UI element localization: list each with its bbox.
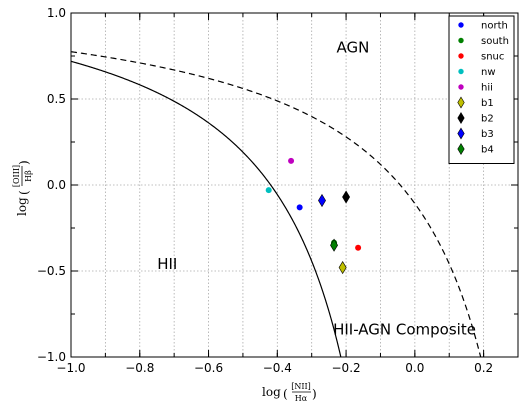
point-hii (288, 157, 295, 164)
x-axis-label-prefix: log (262, 385, 281, 399)
point-snuc (355, 244, 362, 251)
legend-label-b3: b3 (481, 129, 494, 140)
y-tick-label: 0.5 (47, 92, 66, 106)
legend-marker-b4 (457, 143, 465, 155)
kewley-curve (71, 51, 482, 357)
legend-marker-hii (458, 84, 464, 90)
demarcation-curves (71, 51, 482, 357)
legend-label-b1: b1 (481, 98, 494, 109)
y-axis-label: log ( [OIII] Hβ ) (12, 160, 33, 216)
legend-label-north: north (481, 21, 508, 32)
legend-label-b4: b4 (481, 145, 494, 156)
legend-marker-nw (458, 68, 464, 75)
kauffmann-curve (71, 60, 342, 357)
axis-ticks: −1.0 −0.8 −0.6 −0.4 −0.2 0.0 0.2 −1.0 −0.5 0.0 0.5… (37, 6, 519, 375)
legend-label-b2: b2 (481, 114, 494, 125)
y-tick-label: 0.0 (47, 178, 66, 192)
legend-label-south: south (481, 36, 509, 47)
legend-marker-b1 (457, 96, 465, 109)
legend-label-nw: nw (481, 67, 496, 78)
x-tick-label: −1.0 (56, 361, 85, 375)
legend-entry-snuc: snuc (458, 52, 504, 63)
x-tick-label: −0.8 (125, 361, 154, 375)
legend-marker-north (458, 22, 464, 28)
legend-entry-b4: b4 (457, 143, 494, 156)
x-tick-label: 0.2 (474, 361, 493, 375)
legend-entry-b2: b2 (457, 112, 494, 125)
region-label: HII-AGN Composite (333, 320, 476, 338)
x-axis-open-paren: ( (283, 387, 288, 401)
x-tick-label: −0.6 (194, 361, 223, 375)
legend-marker-south (458, 37, 464, 44)
y-axis-label-numerator: [OIII] (12, 165, 21, 187)
y-tick-label: −1.0 (37, 350, 66, 364)
x-axis-label-denominator: Hα (295, 394, 308, 403)
legend: north south snuc nw hii b1 b2 b3 b4 (448, 15, 515, 164)
x-tick-label: 0.0 (405, 361, 424, 375)
legend-label-hii: hii (481, 83, 493, 94)
legend-marker-b2 (457, 112, 465, 124)
x-axis-close-paren: ) (312, 387, 317, 401)
point-north (296, 204, 303, 211)
x-axis-label: log ( [NII] Hα ) (262, 382, 317, 403)
region-label: AGN (337, 38, 370, 56)
y-axis-label-prefix: log (15, 197, 29, 216)
region-label: HII (157, 255, 177, 273)
legend-entry-b3: b3 (457, 127, 494, 140)
legend-entry-south: south (458, 36, 509, 47)
y-tick-label: 1.0 (47, 6, 66, 20)
y-axis-label-denominator: Hβ (24, 170, 33, 182)
x-axis-label-numerator: [NII] (291, 382, 311, 391)
region-labels: AGN HII HII-AGN Composite (157, 38, 476, 338)
legend-entry-hii: hii (458, 83, 493, 94)
legend-marker-snuc (458, 53, 464, 59)
legend-label-snuc: snuc (481, 52, 504, 63)
legend-entry-b1: b1 (457, 96, 494, 109)
y-tick-label: −0.5 (37, 264, 66, 278)
y-axis-open-paren: ( (17, 190, 31, 195)
y-axis-close-paren: ) (17, 160, 31, 165)
x-tick-label: −0.2 (332, 361, 361, 375)
x-tick-label: −0.4 (263, 361, 292, 375)
point-b1 (338, 260, 347, 275)
point-b3 (318, 193, 326, 208)
legend-entry-nw: nw (458, 67, 496, 78)
point-b2 (342, 190, 351, 204)
point-nw (265, 187, 272, 194)
data-points (265, 157, 362, 275)
point-b4 (330, 238, 338, 252)
legend-entry-north: north (458, 21, 508, 32)
legend-marker-b3 (457, 127, 465, 140)
